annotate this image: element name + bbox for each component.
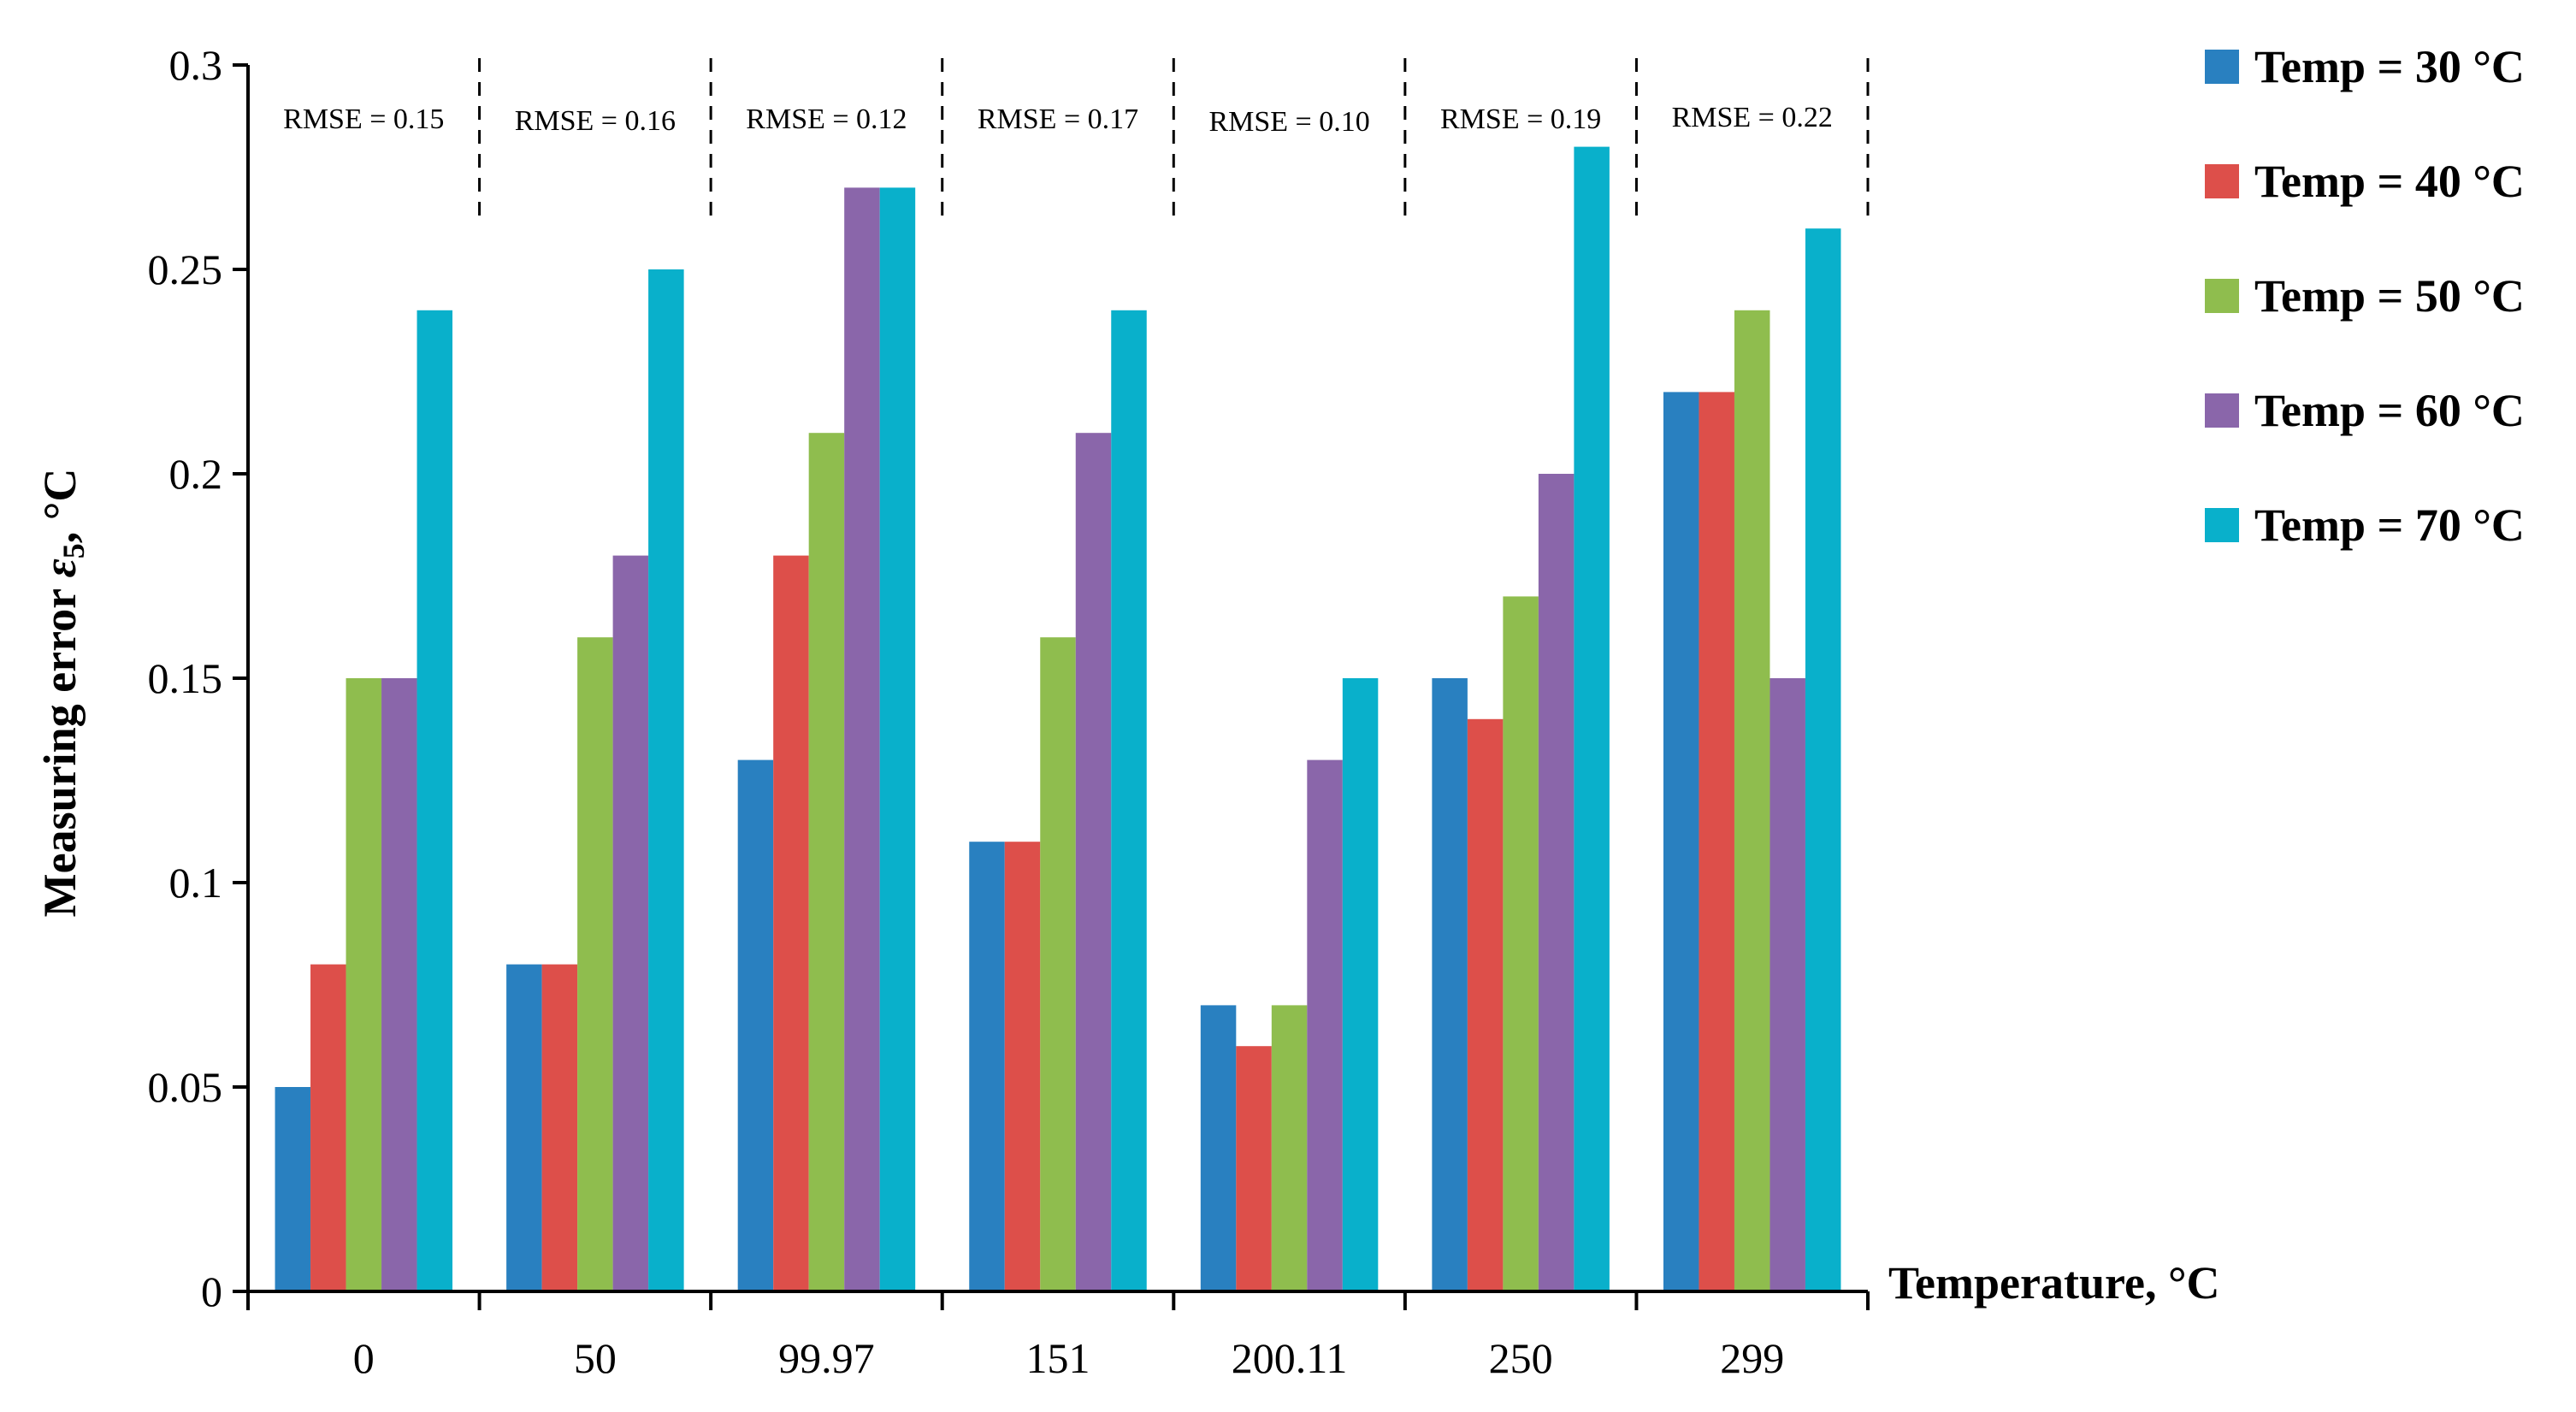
legend-swatch — [2205, 164, 2239, 198]
y-tick-label: 0.05 — [148, 1063, 223, 1111]
y-tick-label: 0.15 — [148, 654, 223, 702]
y-axis-title-subscript: 5 — [56, 543, 91, 558]
bar — [310, 964, 346, 1291]
bar — [506, 964, 542, 1291]
rmse-annotations: RMSE = 0.15 RMSE = 0.16 RMSE = 0.12 RMSE = … — [283, 102, 1833, 138]
bar — [1004, 842, 1041, 1291]
bar — [1805, 228, 1841, 1292]
bar — [1467, 718, 1504, 1291]
legend-swatch — [2205, 393, 2239, 428]
bar — [648, 269, 684, 1291]
bar — [346, 678, 382, 1291]
bar — [1699, 392, 1734, 1291]
x-tick-label: 250 — [1489, 1334, 1553, 1382]
legend-swatch — [2205, 508, 2239, 542]
x-tick-label: 99.97 — [778, 1334, 875, 1382]
rmse-annotation: RMSE = 0.12 — [746, 103, 907, 135]
bar — [1663, 392, 1699, 1291]
x-tick-label: 50 — [574, 1334, 617, 1382]
legend-label: Temp = 50 °C — [2254, 270, 2525, 322]
legend: Temp = 30 °C Temp = 40 °C Temp = 50 °C Temp… — [2205, 41, 2525, 551]
y-axis-title-text: Measuring error — [34, 589, 86, 917]
rmse-annotation: RMSE = 0.17 — [978, 103, 1138, 135]
bar — [1271, 1005, 1308, 1291]
rmse-annotation: RMSE = 0.16 — [515, 105, 676, 137]
x-tick-label: 0 — [353, 1334, 375, 1382]
bar — [1770, 678, 1805, 1291]
bar — [541, 964, 578, 1291]
bar — [1432, 678, 1468, 1291]
legend-swatch — [2205, 279, 2239, 313]
x-axis-title: Temperature, °C — [1888, 1257, 2220, 1309]
x-tick-label: 200.11 — [1232, 1334, 1348, 1382]
y-axis-title-unit: , °C — [34, 469, 86, 544]
legend-label: Temp = 70 °C — [2254, 499, 2525, 551]
y-axis-title: Measuring error ε5, °C — [34, 469, 91, 918]
y-tick-label: 0.3 — [169, 41, 223, 89]
x-tick-label: 151 — [1026, 1334, 1090, 1382]
y-tick-label: 0.2 — [169, 450, 223, 498]
bar — [1307, 759, 1343, 1291]
bar — [1574, 146, 1610, 1292]
bar — [1075, 433, 1112, 1291]
bar — [1111, 310, 1147, 1291]
bar — [879, 187, 916, 1291]
bar — [969, 842, 1005, 1291]
bar — [1734, 310, 1770, 1291]
bar — [1538, 474, 1575, 1291]
bar — [1200, 1005, 1237, 1291]
bar — [1342, 678, 1379, 1291]
bars — [275, 146, 1841, 1292]
legend-swatch — [2205, 50, 2239, 84]
bar — [417, 310, 453, 1291]
x-tick-label: 299 — [1720, 1334, 1784, 1382]
bar — [844, 187, 880, 1291]
y-axis-title-symbol: ε — [34, 558, 86, 577]
bar — [737, 759, 774, 1291]
group-separators — [478, 58, 1870, 226]
y-tick-label: 0.1 — [169, 859, 223, 907]
rmse-annotation: RMSE = 0.19 — [1440, 103, 1601, 135]
x-ticks: 0 50 99.97 151 200.11 250 299 — [246, 1291, 1870, 1382]
legend-label: Temp = 40 °C — [2254, 156, 2525, 207]
bar — [808, 433, 845, 1291]
bar — [381, 678, 417, 1291]
bar — [1040, 637, 1076, 1291]
rmse-annotation: RMSE = 0.15 — [283, 103, 444, 135]
y-axis-title-spacer — [34, 577, 86, 589]
bar — [612, 555, 649, 1291]
y-tick-label: 0.25 — [148, 245, 223, 293]
rmse-annotation: RMSE = 0.22 — [1672, 102, 1833, 133]
rmse-annotation: RMSE = 0.10 — [1208, 106, 1369, 138]
bar — [275, 1087, 311, 1291]
bar — [1503, 596, 1539, 1291]
y-tick-label: 0 — [201, 1267, 222, 1315]
bar — [577, 637, 613, 1291]
legend-label: Temp = 30 °C — [2254, 41, 2525, 92]
bar — [1236, 1046, 1272, 1291]
bar — [773, 555, 809, 1291]
legend-label: Temp = 60 °C — [2254, 385, 2525, 436]
y-ticks: 0 0.05 0.1 0.15 0.2 0.25 0.3 — [148, 41, 248, 1315]
